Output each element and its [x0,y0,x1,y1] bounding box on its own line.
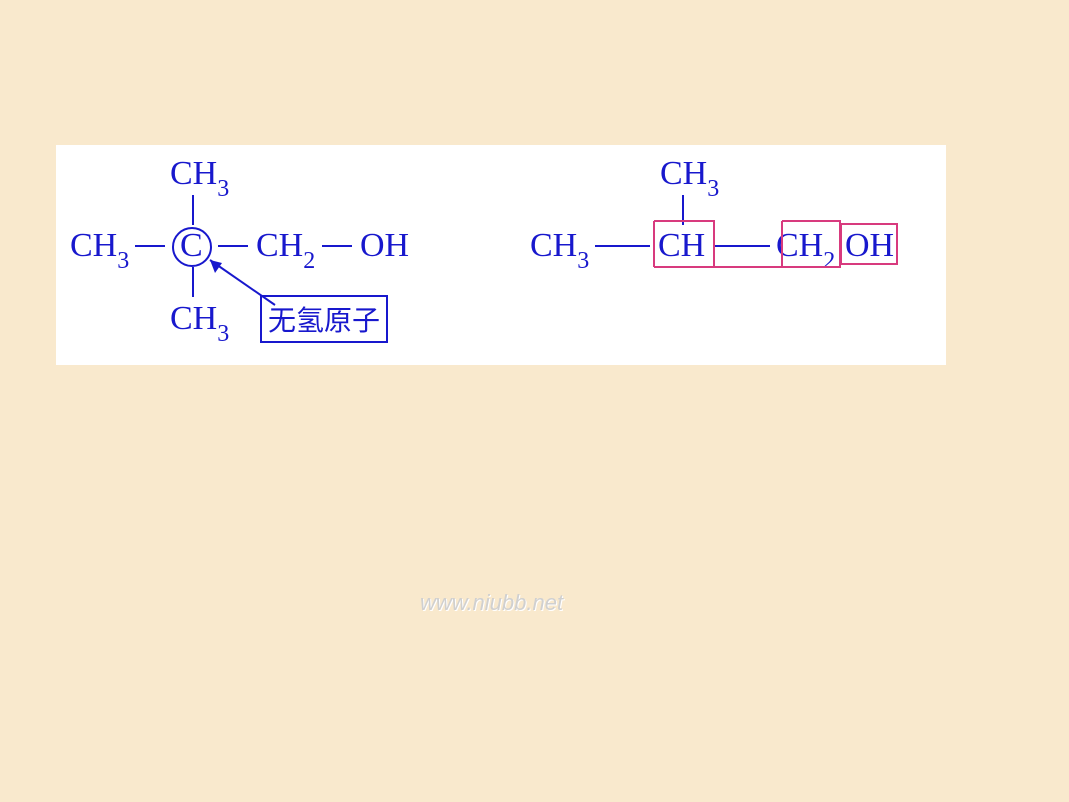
group-left: CH3 [530,227,589,271]
bond-right2 [322,245,352,247]
group-top: CH3 [170,155,229,199]
group-top: CH3 [660,155,719,199]
group-oh: OH [360,227,409,265]
ch-text: CH [170,155,217,192]
sub-text: 3 [217,321,229,347]
sub-text: 3 [707,176,719,202]
highlight-oh [840,223,898,265]
bond-left [135,245,165,247]
highlight-l-shape [652,219,847,269]
sub-text: 3 [217,176,229,202]
sub-text: 2 [303,248,315,274]
sub-text: 3 [577,248,589,274]
ch-text: CH [660,155,707,192]
bond-top [192,195,194,225]
watermark-text: www.niubb.net [420,590,563,616]
bond-bottom [192,267,194,297]
ch-text: CH [530,227,577,264]
bond-right1 [218,245,248,247]
group-left: CH3 [70,227,129,271]
ch-text: CH [70,227,117,264]
bond-left [595,245,650,247]
sub-text: 3 [117,248,129,274]
annotation-label: 无氢原子 [260,295,388,343]
